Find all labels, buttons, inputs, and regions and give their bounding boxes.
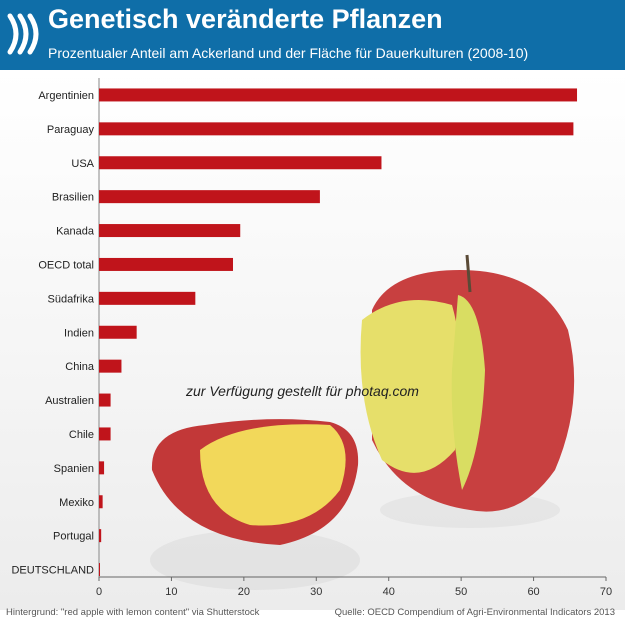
oecd-logo-icon [7, 13, 39, 55]
category-label: Chile [69, 429, 94, 441]
category-label: Argentinien [38, 90, 94, 102]
x-tick-label: 40 [383, 586, 395, 598]
chart-subtitle: Prozentualer Anteil am Ackerland und der… [48, 45, 529, 61]
chart-title: Genetisch veränderte Pflanzen [48, 4, 443, 34]
category-label: Kanada [56, 226, 95, 238]
bar-australien [99, 393, 111, 407]
watermark-text: zur Verfügung gestellt für photaq.com [186, 383, 419, 399]
category-label: China [65, 361, 95, 373]
x-tick-label: 60 [527, 586, 539, 598]
bar-chile [99, 427, 111, 441]
x-tick-label: 30 [310, 586, 322, 598]
header-banner: Genetisch veränderte Pflanzen Prozentual… [0, 0, 625, 70]
apple-lemon-image [150, 254, 575, 590]
bar-oecd-total [99, 257, 233, 271]
source-note: Quelle: OECD Compendium of Agri-Environm… [334, 607, 615, 618]
bars-group [99, 88, 578, 577]
category-label: OECD total [38, 259, 94, 271]
category-label: Paraguay [47, 124, 95, 136]
category-label: Indien [64, 327, 94, 339]
category-label: Portugal [53, 531, 94, 543]
x-axis: 0 10 20 30 40 50 60 70 [96, 78, 612, 598]
bar-paraguay [99, 122, 574, 136]
bar-indien [99, 325, 137, 339]
category-label: Australien [45, 395, 94, 407]
bar-portugal [99, 529, 102, 543]
image-credit: Hintergrund: "red apple with lemon conte… [6, 607, 260, 618]
x-tick-label: 0 [96, 586, 102, 598]
x-tick-label: 20 [238, 586, 250, 598]
x-tick-label: 10 [165, 586, 177, 598]
category-label: Brasilien [52, 192, 94, 204]
bar-kanada [99, 224, 241, 238]
category-label: USA [71, 158, 94, 170]
x-tick-label: 70 [600, 586, 612, 598]
bar-mexiko [99, 495, 103, 509]
bar-brasilien [99, 190, 320, 204]
bar-chart: 0 10 20 30 40 50 60 70 Argentinien Paraguay USA Br… [11, 78, 612, 598]
bar-spanien [99, 461, 105, 475]
bar-argentinien [99, 88, 578, 102]
bar-deutschland [99, 563, 100, 577]
bar-südafrika [99, 291, 196, 305]
bar-usa [99, 156, 382, 170]
category-label: Mexiko [59, 497, 94, 509]
category-label: Spanien [54, 463, 94, 475]
category-labels: Argentinien Paraguay USA Brasilien Kanada OEC… [11, 90, 94, 577]
category-label: Südafrika [48, 293, 95, 305]
x-tick-label: 50 [455, 586, 467, 598]
bar-china [99, 359, 122, 373]
category-label: DEUTSCHLAND [11, 565, 94, 577]
